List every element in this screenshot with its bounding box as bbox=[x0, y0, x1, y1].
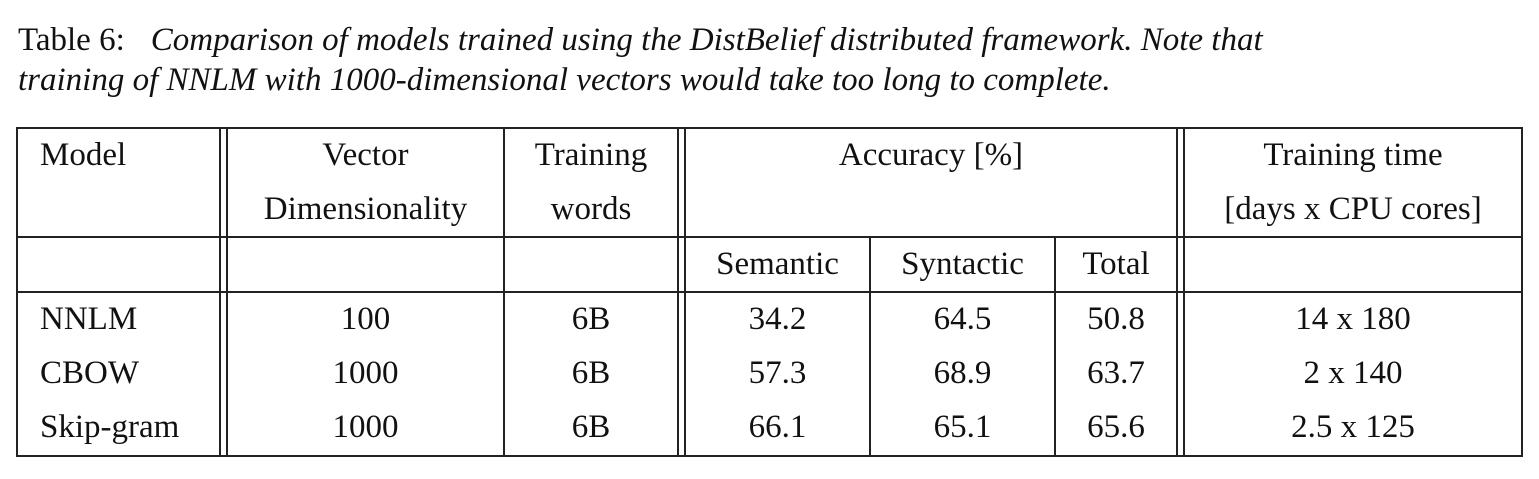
dim-divider bbox=[503, 127, 505, 457]
header-training-1: Training bbox=[534, 137, 648, 173]
words-divider-a bbox=[677, 127, 679, 457]
total-divider-b bbox=[1183, 127, 1185, 457]
row-semantic: 57.3 bbox=[748, 355, 807, 391]
header-vector-1: Vector bbox=[322, 137, 409, 173]
semantic-divider bbox=[869, 236, 871, 457]
row-words: 6B bbox=[571, 355, 611, 391]
syntactic-divider bbox=[1054, 236, 1056, 457]
row-model: CBOW bbox=[40, 355, 139, 391]
table-bottom-rule bbox=[16, 455, 1523, 457]
header-time-1: Training time bbox=[1263, 137, 1443, 173]
caption-label: Table 6: bbox=[18, 22, 125, 58]
header-vector-2: Dimensionality bbox=[263, 191, 468, 227]
row-words: 6B bbox=[571, 301, 611, 337]
table-caption: Table 6: Comparison of models trained usi… bbox=[18, 20, 1518, 100]
table-top-rule bbox=[16, 127, 1523, 129]
row-semantic: 34.2 bbox=[748, 301, 807, 337]
header-total: Total bbox=[1082, 246, 1150, 282]
row-model: Skip-gram bbox=[40, 409, 180, 445]
row-total: 65.6 bbox=[1087, 409, 1145, 445]
row-time: 14 x 180 bbox=[1295, 301, 1411, 337]
header-accuracy: Accuracy [%] bbox=[838, 137, 1024, 173]
row-model: NNLM bbox=[40, 301, 138, 337]
accuracy-rule bbox=[684, 236, 1177, 238]
caption-line-2: training of NNLM with 1000-dimensional v… bbox=[18, 62, 1111, 98]
row-time: 2 x 140 bbox=[1303, 355, 1403, 391]
left-border bbox=[16, 127, 18, 457]
header-training-2: words bbox=[550, 191, 632, 227]
words-divider-b bbox=[684, 127, 686, 457]
row-total: 50.8 bbox=[1087, 301, 1145, 337]
header-time-2: [days x CPU cores] bbox=[1224, 191, 1482, 227]
header-model: Model bbox=[40, 137, 127, 173]
row-semantic: 66.1 bbox=[748, 409, 807, 445]
row-total: 63.7 bbox=[1087, 355, 1145, 391]
subheader-rule bbox=[16, 291, 1523, 293]
header-semantic: Semantic bbox=[716, 246, 839, 282]
row-time: 2.5 x 125 bbox=[1291, 409, 1415, 445]
row-syntactic: 65.1 bbox=[933, 409, 992, 445]
header-syntactic: Syntactic bbox=[901, 246, 1024, 282]
row-dim: 1000 bbox=[332, 355, 399, 391]
caption-line-1: Comparison of models trained using the D… bbox=[150, 22, 1263, 58]
model-divider-a bbox=[219, 127, 221, 457]
row-dim: 100 bbox=[340, 301, 391, 337]
model-divider-b bbox=[226, 127, 228, 457]
total-divider-a bbox=[1176, 127, 1178, 457]
right-border bbox=[1521, 127, 1523, 457]
row-syntactic: 64.5 bbox=[933, 301, 992, 337]
row-syntactic: 68.9 bbox=[933, 355, 992, 391]
row-words: 6B bbox=[571, 409, 611, 445]
row-dim: 1000 bbox=[332, 409, 399, 445]
